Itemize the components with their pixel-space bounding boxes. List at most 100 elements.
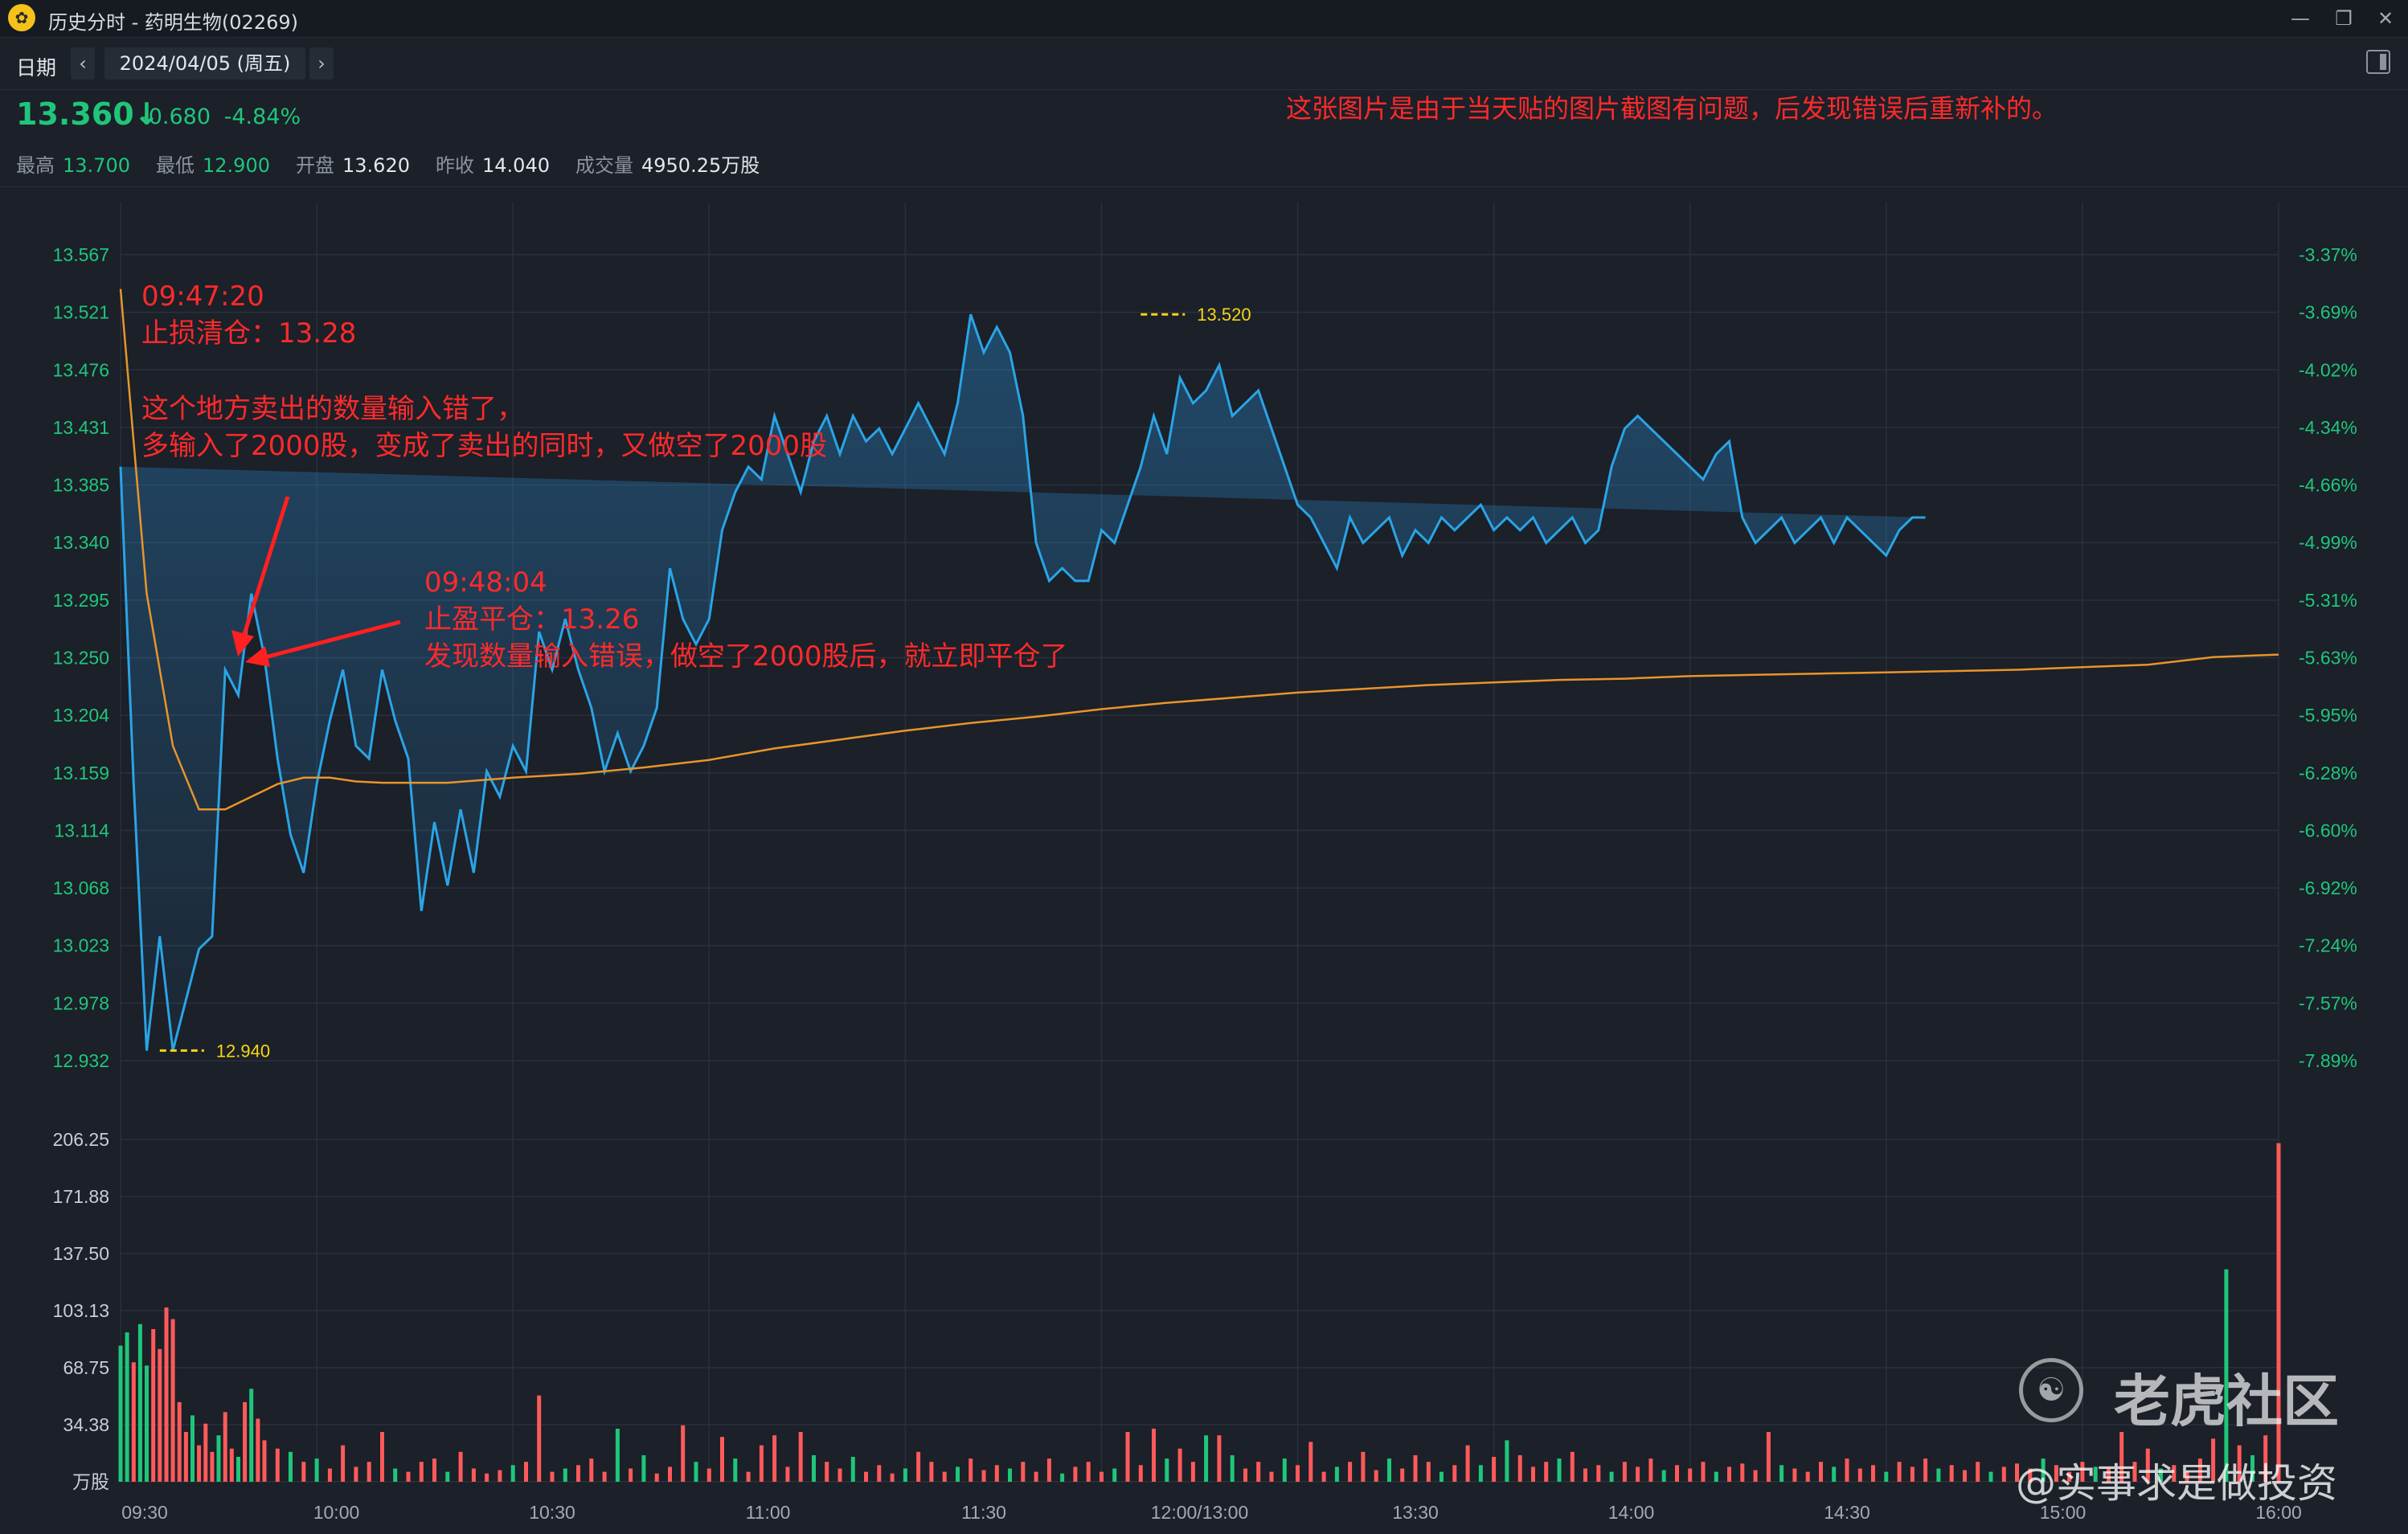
volume-bar <box>1596 1465 1601 1482</box>
volume-bar <box>1230 1455 1235 1482</box>
volume-bar <box>1152 1428 1156 1482</box>
chart-grid <box>120 202 2279 1483</box>
volume-tick-label: 68.75 <box>63 1357 109 1378</box>
y-right-tick-label: -4.34% <box>2299 417 2357 438</box>
volume-bar <box>471 1468 476 1482</box>
volume-bar <box>510 1465 515 1482</box>
y-tick-label: 13.431 <box>53 417 109 438</box>
x-tick-label: 12:00/13:00 <box>1151 1502 1249 1523</box>
volume-bar <box>694 1462 698 1482</box>
volume-bar <box>877 1465 882 1482</box>
y-tick-label: 13.114 <box>54 820 109 841</box>
date-label: 日期 <box>16 56 57 80</box>
volume-bar <box>341 1445 346 1482</box>
volume-bar <box>380 1432 384 1482</box>
volume-bar <box>1177 1448 1182 1482</box>
volume-bar <box>1387 1458 1391 1482</box>
stat-prev-close: 昨收 14.040 <box>436 149 550 178</box>
volume-bar <box>1465 1445 1470 1482</box>
volume-bar <box>2172 1465 2177 1482</box>
title-bar: ✿ 历史分时 - 药明生物(02269) — ❐ ✕ <box>0 0 2408 38</box>
x-tick-label: 10:30 <box>529 1502 575 1523</box>
y-tick-label: 13.068 <box>53 877 109 898</box>
extreme-price-label: 12.940 <box>216 1041 270 1061</box>
side-panel-toggle-icon[interactable] <box>2366 50 2390 74</box>
annotation-error-line-1: 这个地方卖出的数量输入错了， <box>141 393 524 425</box>
volume-bar <box>137 1323 142 1482</box>
volume-bar <box>1936 1468 1941 1482</box>
y-right-tick-label: -3.37% <box>2299 244 2357 265</box>
y-tick-label: 13.250 <box>53 648 109 669</box>
volume-bar <box>812 1455 816 1482</box>
y-right-tick-label: -5.63% <box>2299 648 2357 669</box>
volume-bar <box>1675 1465 1679 1482</box>
stat-low-label: 最低 <box>156 154 195 177</box>
volume-bar <box>1570 1451 1575 1482</box>
volume-bar <box>2145 1448 2150 1482</box>
stat-prev-close-value: 14.040 <box>482 154 550 177</box>
volume-bar <box>203 1423 208 1482</box>
minimize-icon[interactable]: — <box>2291 7 2310 30</box>
volume-bar <box>916 1451 921 1482</box>
volume-bar <box>733 1458 738 1482</box>
volume-bar <box>1636 1467 1640 1482</box>
volume-bar <box>1544 1462 1549 1482</box>
volume-bar <box>1622 1462 1627 1482</box>
close-icon[interactable]: ✕ <box>2377 7 2394 30</box>
y-right-tick-label: -7.24% <box>2299 935 2357 956</box>
volume-bar <box>1740 1463 1745 1482</box>
next-date-button[interactable]: › <box>309 47 334 80</box>
volume-bar <box>249 1389 254 1482</box>
volume-bar <box>419 1462 424 1482</box>
annotation-arrow <box>239 496 290 645</box>
x-tick-label: 13:30 <box>1392 1502 1439 1523</box>
stat-volume-value: 4950.25万股 <box>641 154 760 177</box>
date-picker[interactable]: 2024/04/05 (周五) <box>104 47 305 80</box>
volume-bar <box>759 1445 764 1482</box>
volume-bar <box>406 1471 411 1482</box>
window-title: 历史分时 - 药明生物(02269) <box>48 11 298 34</box>
volume-bar <box>2015 1463 2019 1482</box>
volume-bar <box>1008 1468 1012 1482</box>
volume-bar <box>432 1458 436 1482</box>
volume-bar <box>903 1468 907 1482</box>
volume-bar <box>177 1401 182 1482</box>
volume-bar <box>1204 1435 1209 1482</box>
volume-bar <box>256 1418 260 1482</box>
volume-bar <box>864 1471 868 1482</box>
y-right-tick-label: -7.89% <box>2299 1050 2357 1071</box>
volume-bar <box>2107 1468 2111 1482</box>
y-tick-label: 13.521 <box>53 302 109 323</box>
volume-bar <box>1452 1465 1457 1482</box>
volume-bar <box>1845 1458 1849 1482</box>
y-right-tick-label: -6.28% <box>2299 763 2357 783</box>
annotation-error-line-2: 多输入了2000股，变成了卖出的同时，又做空了2000股 <box>141 430 828 462</box>
annotation-arrowhead <box>231 630 254 657</box>
x-tick-label: 11:00 <box>746 1502 791 1523</box>
stats-row: 最高 13.700 最低 12.900 开盘 13.620 昨收 14.040 成交量 4… <box>0 138 2408 187</box>
volume-bar <box>1439 1471 1444 1482</box>
stat-prev-close-label: 昨收 <box>436 154 474 177</box>
volume-bar <box>654 1473 659 1482</box>
volume-bar <box>1897 1462 1902 1482</box>
volume-bar <box>1714 1471 1718 1482</box>
volume-bar <box>445 1471 450 1482</box>
y-right-tick-label: -6.92% <box>2299 877 2357 898</box>
volume-bar <box>314 1458 319 1482</box>
volume-bar <box>1492 1457 1497 1482</box>
volume-bar <box>2067 1471 2072 1482</box>
y-tick-label: 12.978 <box>53 992 109 1013</box>
volume-bar <box>301 1462 306 1482</box>
stat-high-label: 最高 <box>16 154 55 177</box>
restore-icon[interactable]: ❐ <box>2335 7 2353 30</box>
volume-bar <box>170 1319 175 1482</box>
volume-bar <box>1949 1465 1954 1482</box>
volume-tick-label: 137.50 <box>53 1243 109 1264</box>
volume-bar <box>183 1432 188 1482</box>
prev-date-button[interactable]: ‹ <box>71 47 95 80</box>
volume-bar <box>785 1467 790 1482</box>
volume-bar <box>1034 1471 1038 1482</box>
volume-bar <box>1963 1470 1967 1482</box>
annotation-arrow <box>258 620 401 661</box>
